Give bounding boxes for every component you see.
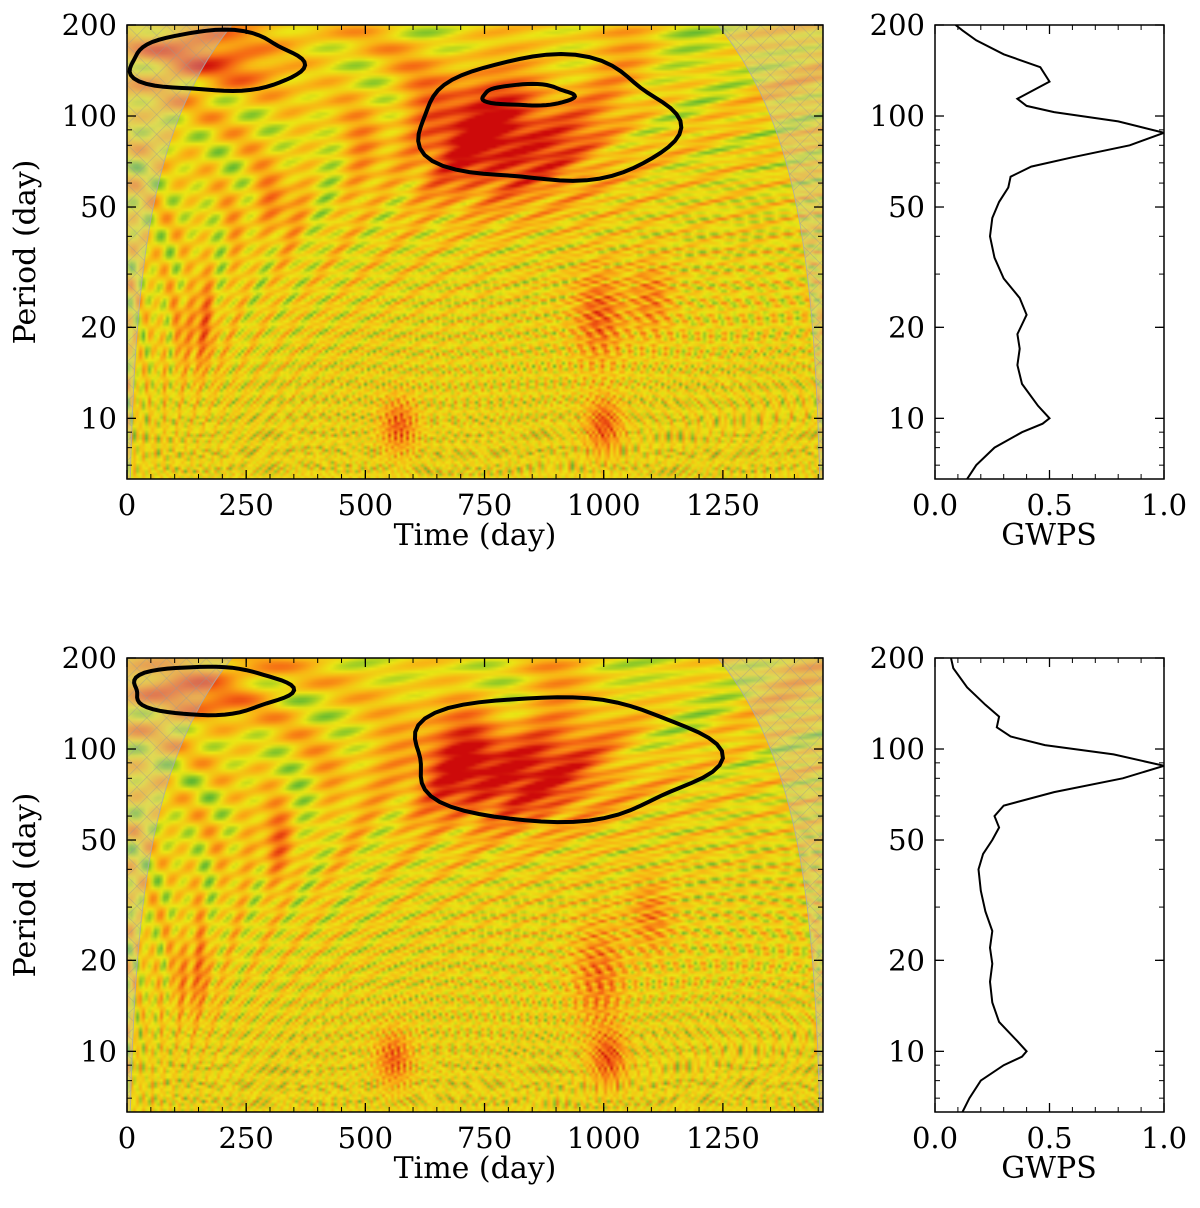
y-axis-ticks: 10 20 50 100 200 [870,8,1164,466]
x-axis-ticks: 0.0 0.5 1.0 [912,658,1187,1155]
x-tick-label: 1250 [686,488,760,522]
wavelet-power-heatmap [127,658,823,1112]
x-axis-ticks: 0 250 500 750 1000 1250 [118,25,819,522]
y-tick-label: 100 [870,732,925,766]
x-tick-label: 1000 [567,1121,641,1155]
x-tick-label: 500 [338,488,393,522]
wavelet-power-heatmap [127,25,823,479]
x-tick-label: 0 [118,1121,136,1155]
cone-of-influence [127,25,823,479]
x-axis-label: GWPS [1001,1151,1097,1186]
significance-contours [127,27,684,183]
significance-contour [127,27,308,94]
x-tick-label: 1000 [567,488,641,522]
y-tick-label: 100 [62,732,117,766]
x-axis-label: Time (day) [394,1151,557,1186]
gwps-curve [950,658,1164,1112]
x-tick-label: 750 [457,488,512,522]
y-tick-label: 200 [62,8,117,42]
wavelet-panel-top: 0 250 500 750 1000 1250 10 20 50 100 200 Time (da… [8,8,824,553]
wavelet-panel-bottom: 0 250 500 750 1000 1250 10 20 50 100 200 Time (da… [8,641,824,1186]
y-tick-label: 50 [80,190,117,224]
x-tick-label: 1.0 [1141,488,1187,522]
x-axis-ticks: 0 250 500 750 1000 1250 [118,658,819,1155]
y-tick-label: 200 [870,641,925,675]
y-axis-ticks: 10 20 50 100 200 [870,641,1164,1099]
y-axis-label: Period (day) [8,160,43,345]
x-axis-ticks: 0.0 0.5 1.0 [912,25,1187,522]
y-tick-label: 10 [888,401,925,435]
y-tick-label: 10 [80,401,117,435]
y-axis-ticks: 10 20 50 100 200 [62,8,823,466]
x-tick-label: 250 [218,488,273,522]
x-axis-label: Time (day) [394,518,557,553]
y-tick-label: 50 [888,190,925,224]
plot-frame [934,24,1165,480]
x-tick-label: 1.0 [1141,1121,1187,1155]
x-tick-label: 0 [118,488,136,522]
y-tick-label: 100 [62,99,117,133]
x-tick-label: 0.5 [1026,1121,1072,1155]
x-tick-label: 0.0 [912,1121,958,1155]
y-tick-label: 10 [888,1034,925,1068]
y-tick-label: 20 [80,310,117,344]
plot-frame [126,24,824,480]
y-tick-label: 50 [888,823,925,857]
y-axis-label: Period (day) [8,793,43,978]
x-tick-label: 0.0 [912,488,958,522]
significance-contour [132,664,297,718]
x-tick-label: 0.5 [1026,488,1072,522]
significance-contour [416,51,684,183]
y-tick-label: 200 [62,641,117,675]
y-tick-label: 20 [80,943,117,977]
x-axis-label: GWPS [1001,518,1097,553]
x-tick-label: 1250 [686,1121,760,1155]
gwps-panel-top: 0.0 0.5 1.0 10 20 50 100 200 GWPS [870,8,1187,553]
plot-frame [934,657,1165,1113]
gwps-curve [954,25,1164,479]
gwps-panel-bottom: 0.0 0.5 1.0 10 20 50 100 200 GWPS [870,641,1187,1186]
plot-frame [126,657,824,1113]
x-tick-label: 250 [218,1121,273,1155]
significance-contour [480,81,578,108]
significance-contour [412,695,725,825]
significance-contours [132,664,725,825]
x-tick-label: 750 [457,1121,512,1155]
y-tick-label: 200 [870,8,925,42]
y-tick-label: 20 [888,310,925,344]
cone-of-influence [127,658,823,1112]
x-tick-label: 500 [338,1121,393,1155]
y-tick-label: 100 [870,99,925,133]
y-tick-label: 50 [80,823,117,857]
y-tick-label: 20 [888,943,925,977]
y-tick-label: 10 [80,1034,117,1068]
y-axis-ticks: 10 20 50 100 200 [62,641,823,1099]
